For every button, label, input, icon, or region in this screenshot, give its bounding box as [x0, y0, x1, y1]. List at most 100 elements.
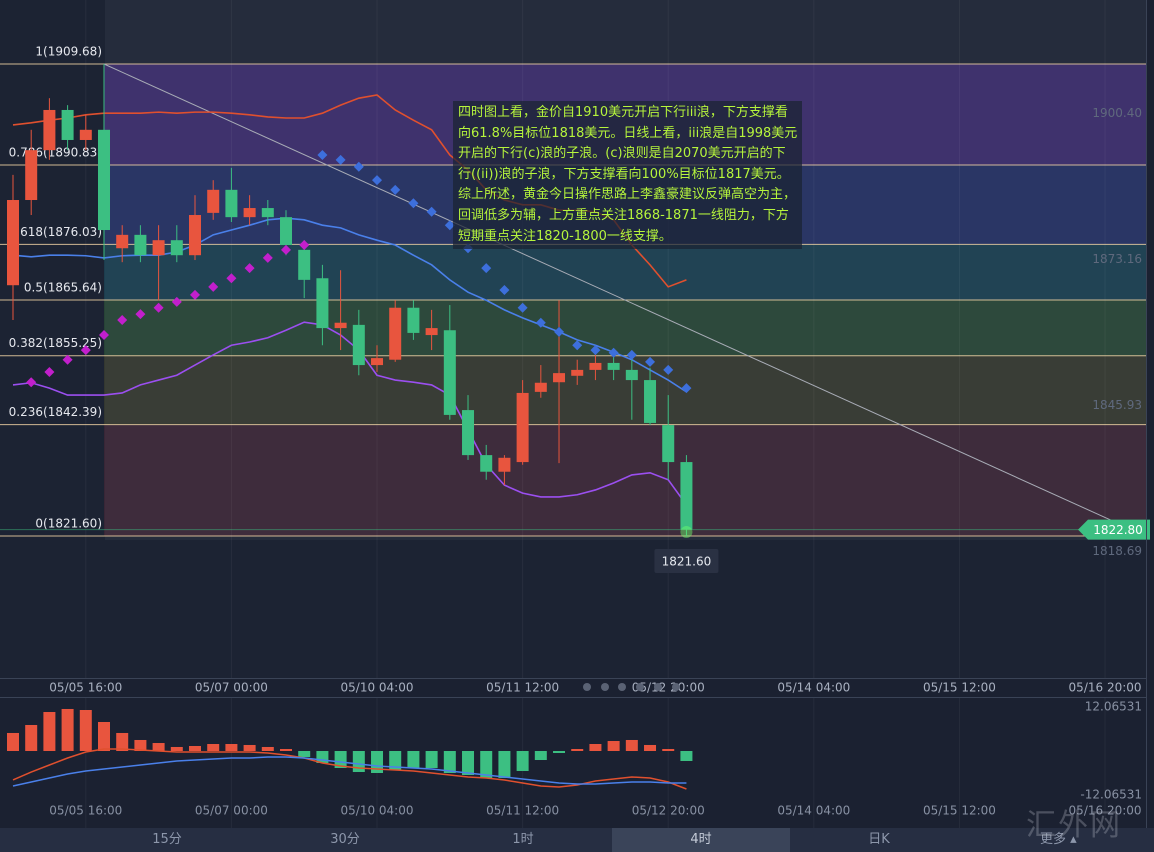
- x-tick-label: 05/14 04:00: [777, 681, 850, 695]
- macd-bar: [152, 743, 165, 751]
- candle-body: [553, 373, 566, 383]
- watermark: 汇外网: [1026, 808, 1122, 843]
- macd-bar: [680, 750, 693, 761]
- period-tab[interactable]: 日K: [868, 832, 890, 847]
- candle-body: [207, 189, 220, 213]
- low-bubble: [654, 549, 719, 574]
- macd-bar: [97, 722, 110, 751]
- candle-body: [334, 322, 347, 329]
- low-label: 1821.60: [662, 555, 712, 569]
- x-tick-label: 05/11 12:00: [486, 681, 559, 695]
- x-tick-label: 05/07 00:00: [195, 681, 268, 695]
- x-tick-label: 05/14 04:00: [777, 804, 850, 818]
- x-tick-label: 05/16 20:00: [1069, 681, 1142, 695]
- x-tick-label: 05/07 00:00: [195, 804, 268, 818]
- macd-bar: [6, 732, 19, 751]
- more-button[interactable]: 更多 ▴: [1040, 832, 1077, 847]
- candle-body: [480, 455, 493, 472]
- macd-bar: [607, 741, 620, 751]
- macd-bar: [261, 746, 274, 751]
- macd-bar: [553, 750, 566, 754]
- low-glow: [680, 526, 693, 539]
- candle-body: [607, 362, 620, 370]
- period-tabs: 15分 30分 1时 4时 日K: [0, 828, 1154, 852]
- sar-point: [80, 345, 91, 356]
- sar-point: [335, 154, 346, 165]
- sar-point: [62, 354, 73, 365]
- page-dot[interactable]: [583, 683, 591, 691]
- candle-body: [352, 324, 365, 366]
- x-tick-label: 05/10 04:00: [341, 681, 414, 695]
- tab-spacer: [0, 828, 78, 852]
- x-tick-label: 05/15 12:00: [923, 681, 996, 695]
- sar-point: [572, 340, 583, 351]
- candle-body: [97, 129, 110, 231]
- sar-point: [226, 273, 237, 284]
- sar-point: [426, 206, 437, 217]
- period-tab[interactable]: 1时: [512, 832, 534, 847]
- candle-body: [280, 217, 293, 246]
- period-tab[interactable]: 30分: [330, 832, 360, 847]
- sar-point: [408, 198, 419, 209]
- y-tick-label: 1873.16: [1092, 252, 1142, 266]
- fib-label: 0.5(1865.64): [24, 281, 102, 295]
- fib-label: 0.382(1855.25): [9, 336, 102, 350]
- macd-bar: [480, 750, 493, 778]
- y-tick-label: 1900.40: [1092, 106, 1142, 120]
- candle-body: [25, 150, 38, 201]
- macd-bar: [662, 748, 675, 751]
- sar-point: [317, 149, 328, 160]
- more-label[interactable]: 更多: [1040, 832, 1067, 847]
- page-dot[interactable]: [618, 683, 626, 691]
- x-tick-label: 05/12 20:00: [632, 681, 705, 695]
- x-tick-label: 05/05 16:00: [49, 681, 122, 695]
- sar-point: [190, 289, 201, 300]
- candle-body: [680, 462, 693, 530]
- sar-point: [390, 184, 401, 195]
- period-tab[interactable]: 15分: [152, 832, 182, 847]
- macd-bar: [352, 750, 365, 773]
- sar-point: [499, 285, 510, 296]
- macd-bar: [443, 750, 456, 773]
- annotation-line: 向61.8%目标位1818美元。日线上看，iii浪是自1998美元: [458, 125, 798, 141]
- sar-point: [554, 326, 565, 337]
- macd-bar: [334, 750, 347, 768]
- macd-bar: [462, 750, 475, 776]
- fib-label: 0(1821.60): [35, 517, 102, 531]
- macd-bar: [407, 750, 420, 768]
- y-tick-label: 12.06531: [1085, 699, 1142, 713]
- page-dot[interactable]: [636, 683, 644, 691]
- sar-point: [681, 383, 692, 394]
- page-dot[interactable]: [654, 683, 662, 691]
- macd-bar: [644, 744, 657, 751]
- candle-body: [189, 215, 202, 256]
- macd-bar: [425, 750, 438, 768]
- candle-body: [571, 369, 584, 376]
- macd-bar: [625, 739, 638, 751]
- sar-point: [299, 240, 310, 251]
- macd-bar: [79, 710, 92, 751]
- candle-body: [407, 307, 420, 333]
- last-price-tag: [1078, 519, 1150, 540]
- candle-body: [61, 109, 74, 140]
- macd-bar: [371, 750, 384, 773]
- x-tick-label: 05/10 04:00: [341, 804, 414, 818]
- candle-body: [298, 249, 311, 280]
- trend-line: [103, 63, 1111, 521]
- macd-bar: [534, 750, 547, 761]
- period-tab[interactable]: 4时: [612, 828, 790, 852]
- fib-band: [103, 300, 1147, 356]
- page-dot[interactable]: [601, 683, 609, 691]
- macd-bar: [207, 743, 220, 751]
- annotation-line: 四时图上看，金价自1910美元开启下行iii浪，下方支撑看: [458, 105, 788, 120]
- candle-body: [625, 369, 638, 381]
- fib-band: [103, 244, 1147, 301]
- macd-bar: [43, 712, 56, 751]
- sar-point: [535, 317, 546, 328]
- sar-point: [517, 302, 528, 313]
- x-tick-label: 05/11 12:00: [486, 804, 559, 818]
- macd-line: [12, 756, 687, 787]
- sar-point: [98, 330, 109, 341]
- page-dot[interactable]: [672, 683, 680, 691]
- x-tick-label: 05/05 16:00: [49, 804, 122, 818]
